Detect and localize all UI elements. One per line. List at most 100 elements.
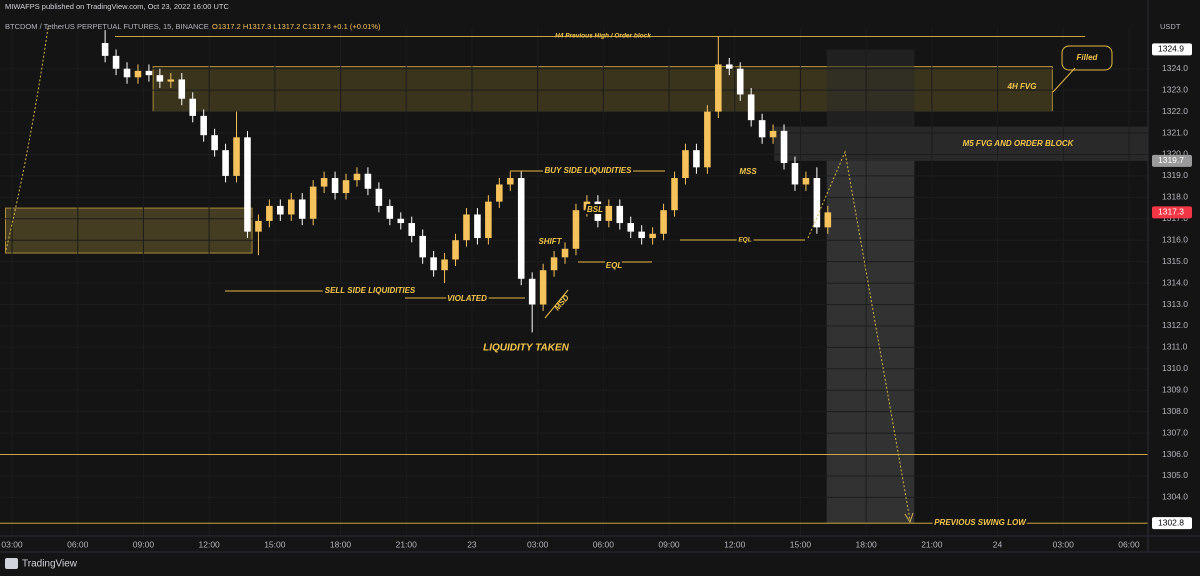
candle-body: [758, 120, 766, 138]
y-tick-label: 1321.0: [1162, 127, 1188, 137]
candle-body: [244, 137, 251, 232]
candle-body: [704, 111, 711, 168]
candle-body: [342, 180, 350, 194]
x-tick-label: 09:00: [658, 539, 680, 549]
candle-body: [660, 210, 667, 234]
annotation: M5 FVG AND ORDER BLOCK: [963, 139, 1075, 148]
x-tick-label: 03:00: [527, 539, 549, 549]
price-label-bg: [1152, 206, 1192, 219]
candle-body: [463, 214, 470, 241]
annotation: 4H FVG: [1007, 82, 1037, 91]
annotation: MSS: [739, 167, 757, 176]
annotation: SELL SIDE LIQUIDITIES: [325, 286, 416, 295]
price-label-bg: [1152, 517, 1192, 530]
candle-body: [682, 150, 689, 179]
candle-body: [583, 201, 591, 211]
candle-body: [386, 205, 394, 219]
candle-body: [747, 94, 755, 121]
candle-body: [452, 240, 459, 260]
annotation: BSL: [587, 205, 603, 214]
candle-body: [649, 233, 656, 239]
candle-body: [517, 178, 525, 279]
x-tick-label: 06:00: [1118, 539, 1140, 549]
currency: USDT: [1160, 22, 1181, 31]
logo: [5, 558, 18, 569]
x-tick-label: 12:00: [724, 539, 746, 549]
y-tick-label: 1322.0: [1162, 106, 1188, 116]
y-tick-label: 1315.0: [1162, 256, 1188, 266]
candle-body: [353, 173, 361, 181]
price-label: 1324.9: [1158, 44, 1184, 54]
annotation: EQL: [606, 261, 623, 270]
y-tick-label: 1307.0: [1162, 427, 1188, 437]
x-tick-label: 03:00: [1053, 539, 1075, 549]
candle-body: [112, 55, 120, 69]
candle-body: [331, 178, 339, 194]
zone: [826, 160, 915, 524]
candle-body: [561, 248, 569, 258]
candle-body: [627, 223, 635, 232]
candle-body: [671, 178, 678, 211]
candle-body: [539, 270, 547, 305]
publisher: MIWAFPS published on TradingView.com, Oc…: [5, 2, 229, 11]
arrow-head: [904, 512, 914, 524]
x-tick-label: 23: [467, 539, 477, 549]
candle-body: [123, 68, 131, 78]
y-tick-label: 1324.0: [1162, 63, 1188, 73]
candle-body: [101, 43, 109, 56]
candle-body: [156, 75, 164, 82]
candle-body: [638, 231, 645, 239]
candle-body: [528, 278, 536, 305]
annotation: Filled: [1077, 53, 1099, 62]
x-tick-label: 21:00: [921, 539, 943, 549]
y-tick-label: 1318.0: [1162, 192, 1188, 202]
x-tick-label: 06:00: [593, 539, 615, 549]
candle-body: [430, 257, 437, 271]
x-tick-label: 18:00: [330, 539, 352, 549]
candle-body: [485, 201, 492, 239]
candle-body: [474, 214, 481, 239]
footer-bar: [0, 552, 1200, 576]
msd-line: [544, 289, 569, 319]
candle-body: [277, 205, 284, 215]
y-tick-label: 1316.0: [1162, 234, 1188, 244]
candle-body: [145, 70, 153, 76]
candle-body: [255, 220, 262, 232]
candle-body: [178, 79, 186, 99]
candle-body: [496, 184, 503, 202]
y-tick-label: 1310.0: [1162, 363, 1188, 373]
candle-body: [408, 223, 416, 236]
price-label: 1319.7: [1158, 155, 1184, 165]
candle-body: [550, 257, 558, 271]
candle-body: [605, 205, 613, 221]
x-tick-label: 06:00: [67, 539, 89, 549]
candle-body: [189, 98, 197, 116]
brand: TradingView: [22, 559, 78, 570]
candle-body: [715, 64, 722, 112]
annotation: H4 Previous High / Order block: [555, 33, 651, 40]
callout-line: [1052, 67, 1076, 93]
x-tick-label: 03:00: [1, 539, 23, 549]
candle-body: [397, 218, 405, 224]
ohlc: O1317.2 H1317.3 L1317.2 C1317.3 +0.1 (+0…: [212, 22, 381, 31]
x-tick-label: 15:00: [790, 539, 812, 549]
y-tick-label: 1314.0: [1162, 277, 1188, 287]
y-tick-label: 1309.0: [1162, 384, 1188, 394]
x-tick-label: 12:00: [199, 539, 221, 549]
zone: [152, 66, 1053, 112]
candle-body: [211, 135, 218, 151]
candle-body: [375, 188, 383, 206]
candle-body: [594, 201, 602, 221]
x-tick-label: 21:00: [396, 539, 418, 549]
x-tick-label: 18:00: [856, 539, 878, 549]
y-tick-label: 1306.0: [1162, 449, 1188, 459]
candle-body: [780, 130, 788, 164]
price-label-bg: [1152, 43, 1192, 56]
x-tick-label: 15:00: [264, 539, 286, 549]
candle-body: [791, 163, 799, 185]
candle-body: [736, 68, 744, 95]
candle-body: [572, 210, 580, 249]
y-tick-label: 1319.0: [1162, 170, 1188, 180]
candle-body: [134, 70, 142, 78]
